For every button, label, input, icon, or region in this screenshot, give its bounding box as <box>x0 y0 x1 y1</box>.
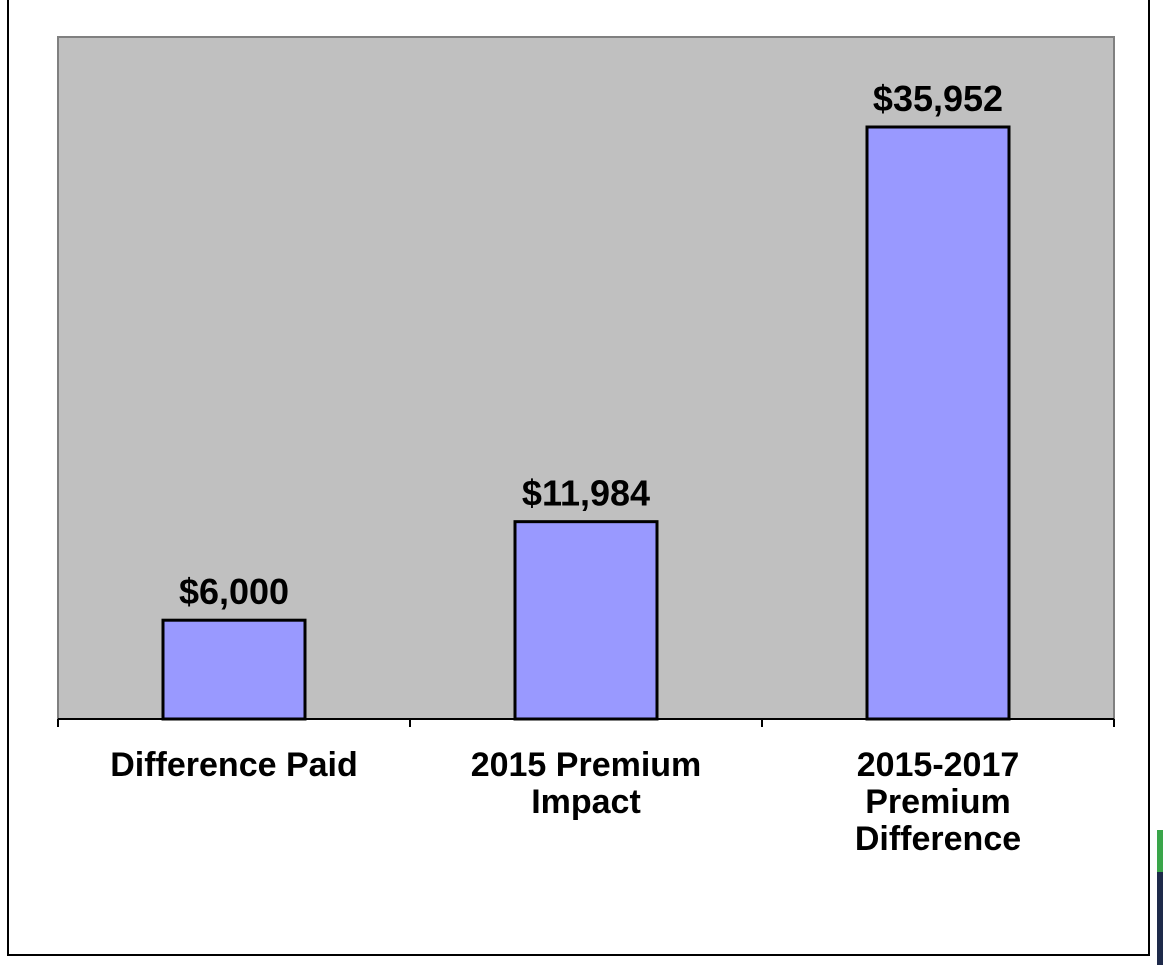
corner-accent-graphic <box>1153 800 1163 965</box>
data-label-1: $11,984 <box>522 473 650 514</box>
corner-accent-navy <box>1157 872 1163 965</box>
category-label-line: 2015 Premium <box>471 746 702 784</box>
category-label-1: 2015 Premium Impact <box>471 746 702 821</box>
category-label-line: 2015-2017 <box>857 746 1020 784</box>
category-label-line: Difference <box>855 820 1021 858</box>
bar-2 <box>865 125 1011 721</box>
bar-1 <box>513 520 659 721</box>
corner-accent-green <box>1157 830 1163 872</box>
category-label-line: Difference Paid <box>110 746 358 784</box>
data-label-0: $6,000 <box>179 571 289 612</box>
data-label-2: $35,952 <box>873 78 1003 119</box>
bars-group <box>161 125 1011 721</box>
category-label-line: Impact <box>531 783 641 821</box>
category-label-line: Premium <box>865 783 1011 821</box>
labels-group: $6,000 Difference Paid $11,984 2015 Premium… <box>110 78 1021 858</box>
category-label-2: 2015-2017 Premium Difference <box>855 746 1021 858</box>
bar-0 <box>161 618 307 721</box>
x-axis <box>57 718 1115 727</box>
category-label-0: Difference Paid <box>110 746 358 784</box>
